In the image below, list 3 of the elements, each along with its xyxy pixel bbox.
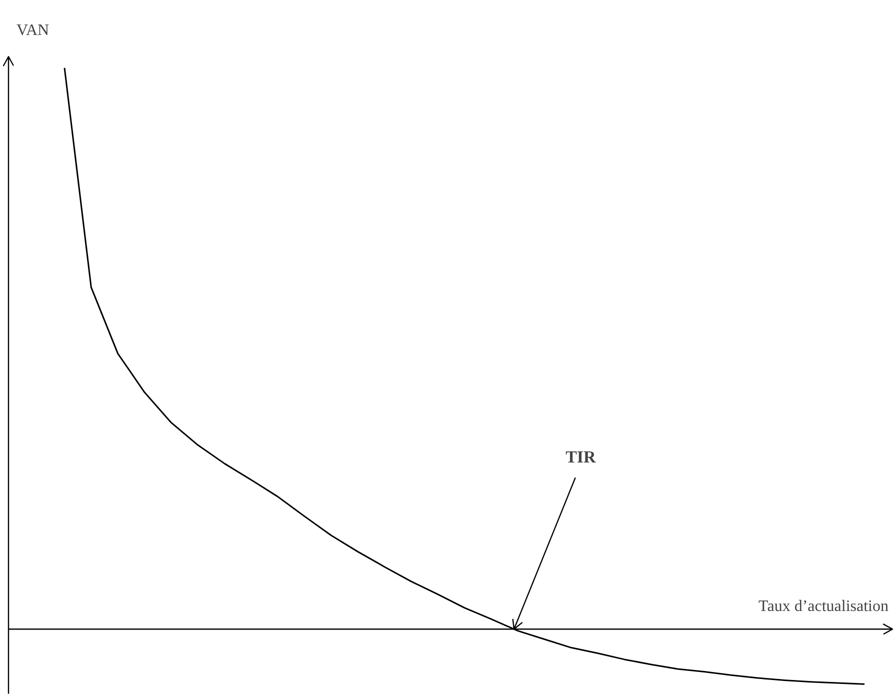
annotation: TIR (566, 447, 597, 466)
x-axis-title: Taux d’actualisation (758, 598, 889, 616)
y-axis-title: VAN (16, 22, 50, 39)
